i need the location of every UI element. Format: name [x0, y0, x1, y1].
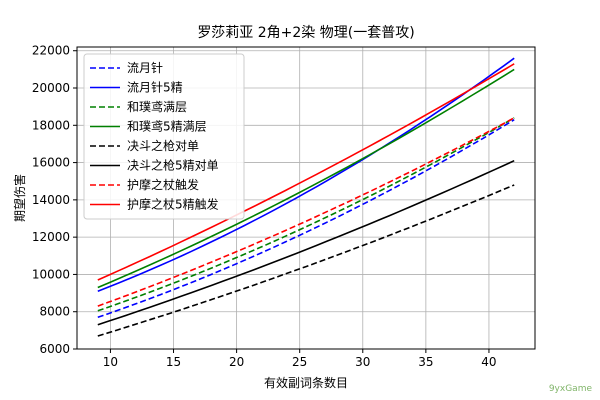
plot-frame — [76, 46, 536, 350]
legend-label-4: 决斗之枪对单 — [127, 138, 199, 153]
series-line-7 — [97, 63, 515, 281]
x-tick-label: 30 — [355, 355, 370, 369]
legend-label-6: 护摩之杖触发 — [127, 177, 199, 192]
legend-label-2: 和璞鸢满层 — [127, 100, 187, 114]
legend-label-5: 决斗之枪5精对单 — [127, 158, 219, 173]
chart-title: 罗莎莉亚 2角+2染 物理(一套普攻) — [197, 25, 414, 41]
y-tick-label: 6000 — [39, 342, 70, 356]
series-line-3 — [97, 68, 515, 289]
x-axis-label: 有效副词条数目 — [264, 375, 348, 390]
series-line-2 — [97, 117, 515, 312]
x-axis: 10 15 20 25 30 35 40 — [103, 349, 497, 369]
x-tick-label: 10 — [103, 355, 118, 369]
x-tick-label: 40 — [481, 355, 496, 369]
watermark: 9yxGame — [548, 384, 592, 394]
series-line-4 — [97, 184, 515, 337]
y-tick-label: 14000 — [32, 193, 70, 207]
y-axis-label: 期望伤害 — [12, 174, 27, 222]
y-tick-label: 20000 — [32, 81, 70, 95]
series-line-6 — [97, 117, 515, 307]
legend-label-0: 流月针 — [127, 60, 163, 75]
series-lines — [97, 57, 515, 337]
legend-box — [83, 53, 245, 220]
y-tick-label: 12000 — [32, 230, 70, 244]
y-tick-label: 8000 — [39, 305, 70, 319]
x-tick-label: 25 — [292, 355, 307, 369]
series-line-5 — [97, 159, 515, 326]
y-tick-label: 22000 — [32, 44, 70, 58]
y-axis: 6000 8000 10000 12000 14000 16000 18000 20000 22… — [32, 44, 77, 356]
series-line-0 — [97, 119, 515, 319]
x-tick-label: 35 — [418, 355, 433, 369]
y-tick-label: 10000 — [32, 267, 70, 281]
legend-label-7: 护摩之杖5精触发 — [127, 197, 219, 212]
series-line-1 — [97, 57, 515, 292]
x-tick-label: 15 — [166, 355, 181, 369]
legend-label-3: 和璞鸢5精满层 — [127, 120, 207, 134]
legend: 流月针流月针5精和璞鸢满层和璞鸢5精满层决斗之枪对单决斗之枪5精对单护摩之杖触发… — [83, 53, 245, 220]
y-tick-label: 16000 — [32, 156, 70, 170]
y-tick-label: 18000 — [32, 118, 70, 132]
legend-label-1: 流月针5精 — [127, 80, 183, 95]
x-tick-label: 20 — [229, 355, 244, 369]
